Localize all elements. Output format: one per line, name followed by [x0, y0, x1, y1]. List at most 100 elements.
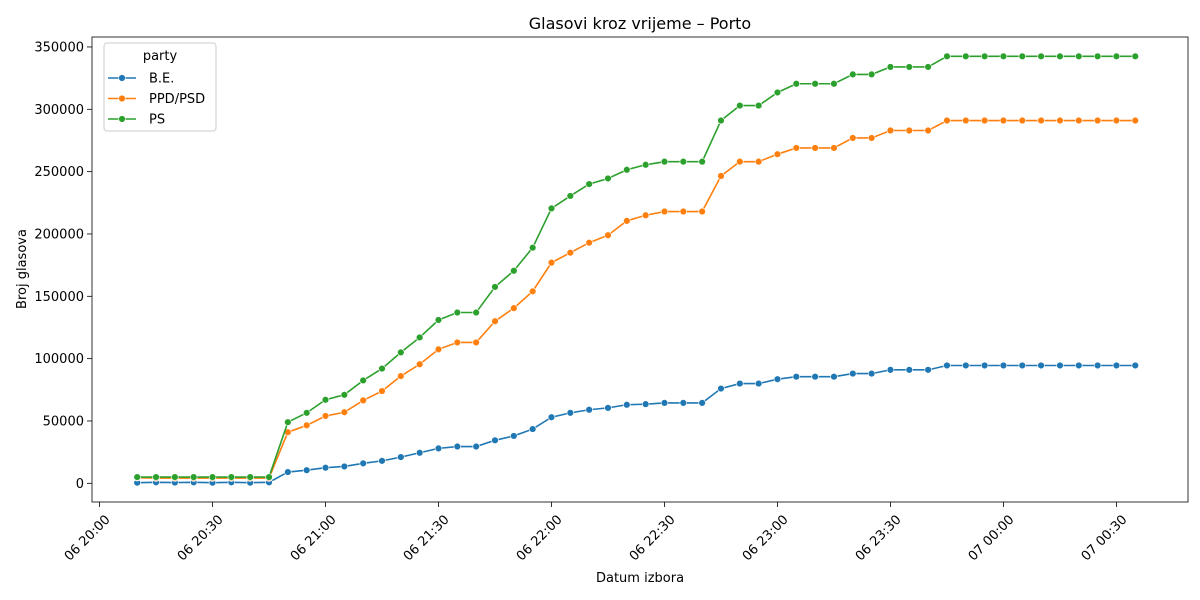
x-tick-label: 06 22:30 — [627, 512, 679, 564]
data-point — [152, 473, 160, 481]
data-point — [698, 399, 706, 407]
data-point — [208, 473, 217, 481]
data-point — [133, 473, 141, 481]
data-point — [830, 373, 838, 381]
data-point — [943, 52, 951, 61]
data-point — [924, 63, 932, 71]
y-tick-label: 0 — [76, 477, 84, 492]
data-point — [943, 361, 951, 370]
data-point — [924, 126, 932, 135]
data-point — [999, 116, 1008, 125]
data-point — [284, 418, 292, 426]
data-point — [284, 468, 292, 476]
data-point — [1018, 116, 1026, 125]
x-tick-label: 07 00:30 — [1079, 512, 1131, 564]
data-point — [547, 413, 556, 421]
data-point — [1093, 361, 1102, 370]
legend-label: B.E. — [149, 72, 174, 87]
data-point — [905, 126, 913, 135]
y-axis: 0 50000 100000 150000 200000 250000 300000 3500… — [34, 40, 92, 492]
data-point — [453, 308, 462, 317]
y-tick-label: 100000 — [34, 352, 84, 367]
x-tick-label: 06 20:30 — [175, 512, 227, 564]
data-point — [962, 361, 970, 370]
data-point — [566, 192, 575, 200]
data-point — [604, 404, 612, 412]
chart-title: Glasovi kroz vrijeme – Porto — [529, 14, 751, 33]
data-point — [321, 412, 330, 420]
legend-marker — [118, 74, 126, 82]
data-point — [754, 157, 763, 166]
data-point — [302, 466, 311, 474]
data-point — [641, 400, 650, 408]
y-tick-label: 300000 — [34, 103, 84, 118]
data-point — [378, 457, 386, 465]
data-point — [302, 409, 311, 417]
data-point — [660, 207, 669, 216]
data-point — [453, 442, 462, 451]
legend-entry: B.E. — [108, 72, 174, 87]
data-point — [830, 80, 838, 88]
data-point — [962, 52, 970, 61]
data-point — [623, 217, 631, 225]
data-point — [472, 442, 480, 451]
x-tick-label: 06 23:30 — [853, 512, 905, 564]
data-point — [698, 157, 706, 166]
data-point — [321, 396, 330, 404]
data-point — [302, 421, 311, 430]
y-tick-label: 250000 — [34, 165, 84, 180]
data-point — [811, 373, 819, 381]
data-point — [641, 211, 650, 219]
data-point — [378, 364, 386, 373]
y-tick-label: 150000 — [34, 290, 84, 305]
data-point — [604, 231, 612, 239]
data-point — [566, 409, 575, 417]
data-point — [999, 361, 1008, 370]
data-point — [736, 379, 744, 388]
data-point — [547, 204, 556, 213]
legend-marker — [118, 94, 126, 103]
data-point — [980, 52, 989, 61]
data-point — [943, 116, 951, 125]
data-point — [1075, 116, 1083, 125]
data-point — [340, 391, 349, 399]
data-point — [811, 144, 819, 152]
legend-title: party — [143, 49, 178, 64]
data-point — [528, 287, 537, 296]
data-point — [905, 366, 913, 374]
data-point — [1056, 116, 1064, 125]
data-point — [1037, 361, 1045, 370]
data-point — [1018, 361, 1026, 370]
data-point — [378, 387, 386, 395]
data-point — [980, 361, 989, 370]
data-point — [792, 144, 800, 152]
data-point — [849, 369, 857, 378]
data-point — [849, 134, 857, 142]
data-point — [171, 473, 179, 481]
data-point — [359, 459, 367, 468]
data-point — [397, 453, 405, 461]
data-point — [566, 248, 575, 257]
data-point — [924, 366, 932, 374]
data-point — [623, 166, 631, 174]
data-point — [849, 70, 857, 79]
data-point — [830, 144, 838, 152]
data-point — [415, 360, 424, 368]
data-point — [510, 304, 518, 312]
data-point — [397, 348, 405, 357]
data-point — [547, 258, 556, 267]
data-point — [189, 473, 198, 481]
data-point — [1037, 116, 1045, 125]
data-point — [434, 345, 443, 353]
data-point — [867, 70, 876, 79]
data-point — [792, 373, 800, 381]
data-point — [736, 157, 744, 166]
data-point — [434, 444, 443, 453]
legend-label: PS — [149, 113, 165, 128]
data-point — [510, 432, 518, 440]
y-tick-label: 350000 — [34, 40, 84, 55]
data-point — [905, 63, 913, 71]
data-point — [886, 63, 895, 71]
data-point — [1037, 52, 1045, 61]
